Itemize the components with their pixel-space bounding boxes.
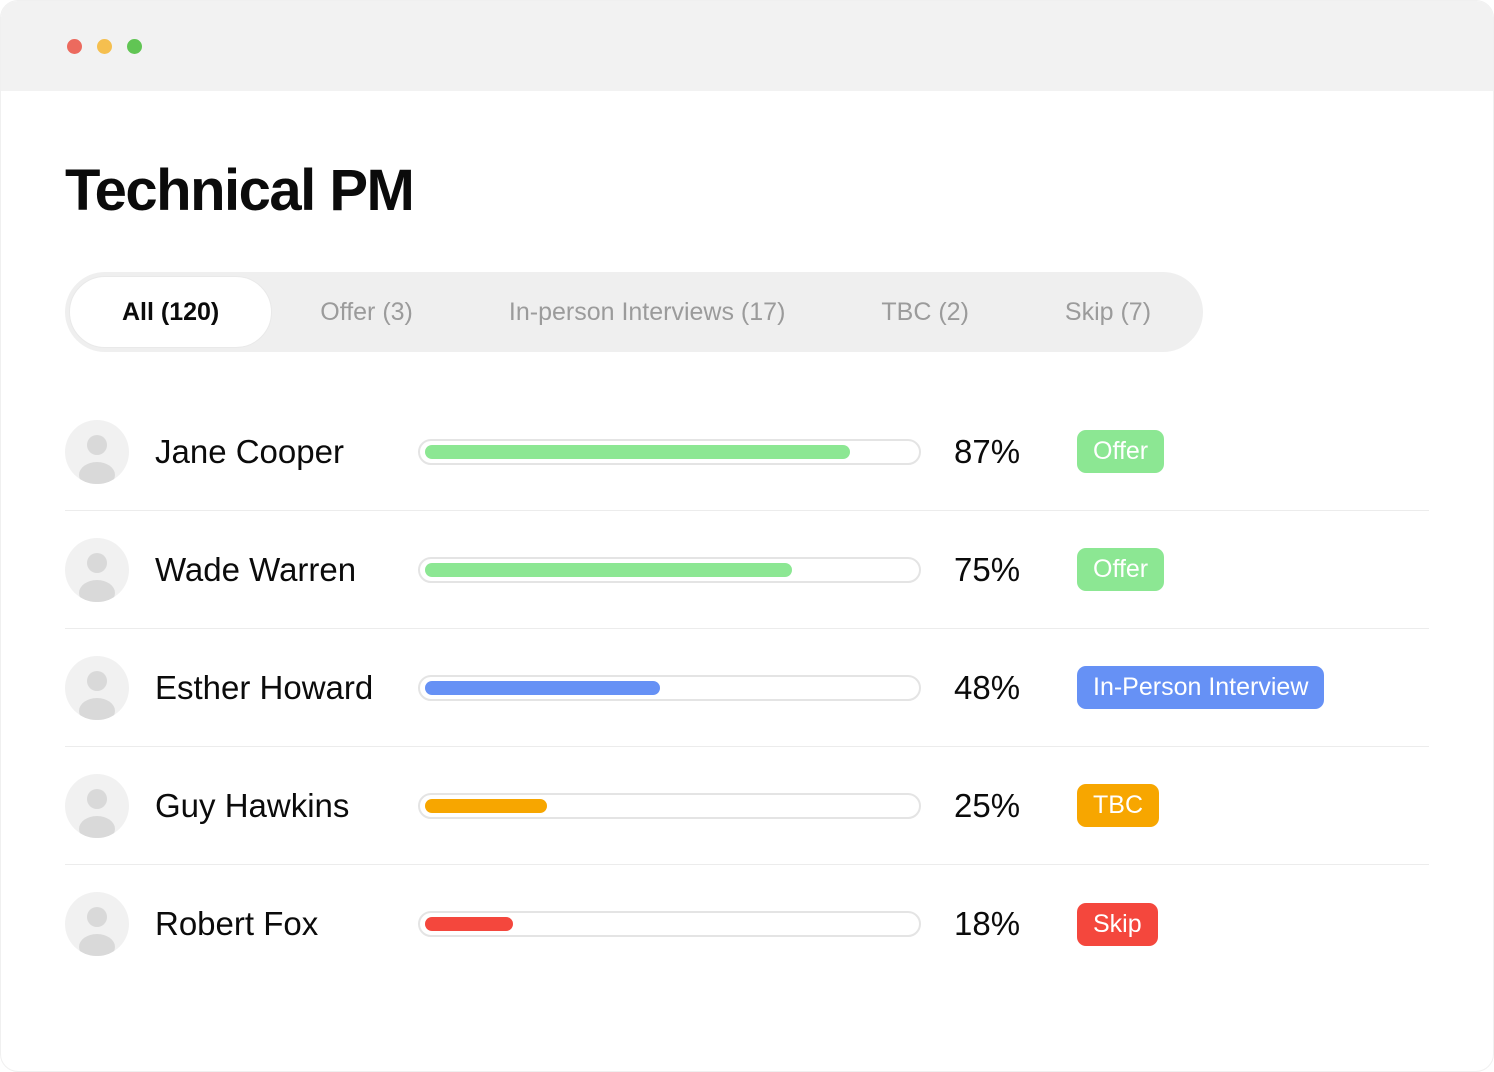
- candidate-name: Esther Howard: [155, 668, 374, 706]
- avatar: [65, 892, 129, 956]
- status-badge: In-Person Interview: [1077, 666, 1325, 709]
- minimize-window-button[interactable]: [97, 38, 112, 54]
- match-percent: 18%: [954, 905, 1021, 942]
- tab-all[interactable]: All (120): [69, 276, 273, 348]
- candidate-name: Jane Cooper: [155, 432, 344, 470]
- status-badge: TBC: [1077, 784, 1159, 827]
- progress-fill: [425, 444, 851, 459]
- progress-fill: [425, 798, 548, 813]
- zoom-window-button[interactable]: [127, 38, 142, 54]
- status-badge: Offer: [1077, 548, 1165, 591]
- status-badge: Offer: [1077, 430, 1165, 473]
- tab-skip[interactable]: Skip (7): [1064, 297, 1152, 326]
- candidate-name: Robert Fox: [155, 905, 319, 942]
- avatar: [65, 419, 129, 484]
- candidate-row[interactable]: Wade Warren 75% Offer: [65, 511, 1429, 629]
- progress-bar: [418, 792, 921, 819]
- tab-in-person-interviews[interactable]: In-person Interviews (17): [508, 297, 786, 326]
- candidate-name: Guy Hawkins: [155, 786, 350, 824]
- window-titlebar: [1, 1, 1493, 91]
- progress-bar: [418, 438, 921, 465]
- page-title: Technical PM: [65, 158, 415, 223]
- filter-tabs: All (120) Offer (3) In-person Interviews…: [65, 272, 1204, 352]
- main-content: Technical PM All (120) Offer (3) In-pers…: [1, 157, 1493, 983]
- progress-bar: [418, 556, 921, 583]
- candidate-row[interactable]: Jane Cooper 87% Offer: [65, 393, 1429, 511]
- progress-fill: [425, 680, 660, 695]
- progress-bar: [418, 911, 921, 937]
- avatar: [65, 773, 129, 838]
- tab-tbc[interactable]: TBC (2): [881, 297, 969, 326]
- match-percent: 75%: [954, 550, 1021, 588]
- candidate-row[interactable]: Guy Hawkins 25% TBC: [65, 747, 1429, 865]
- progress-fill: [425, 917, 514, 931]
- match-percent: 25%: [954, 786, 1021, 824]
- candidate-row[interactable]: Esther Howard 48% In-Person Interview: [65, 629, 1429, 747]
- close-window-button[interactable]: [67, 38, 82, 54]
- candidate-name: Wade Warren: [155, 550, 357, 588]
- progress-fill: [425, 562, 792, 577]
- avatar: [65, 537, 129, 602]
- avatar: [65, 655, 129, 720]
- progress-bar: [418, 674, 921, 701]
- candidate-row[interactable]: Robert Fox 18% Skip: [65, 865, 1429, 983]
- match-percent: 48%: [954, 668, 1021, 706]
- status-badge: Skip: [1077, 902, 1158, 946]
- tab-offer[interactable]: Offer (3): [320, 297, 413, 326]
- candidate-list: Jane Cooper 87% Offer Wade Warren 75% Of…: [65, 393, 1429, 983]
- match-percent: 87%: [954, 432, 1021, 470]
